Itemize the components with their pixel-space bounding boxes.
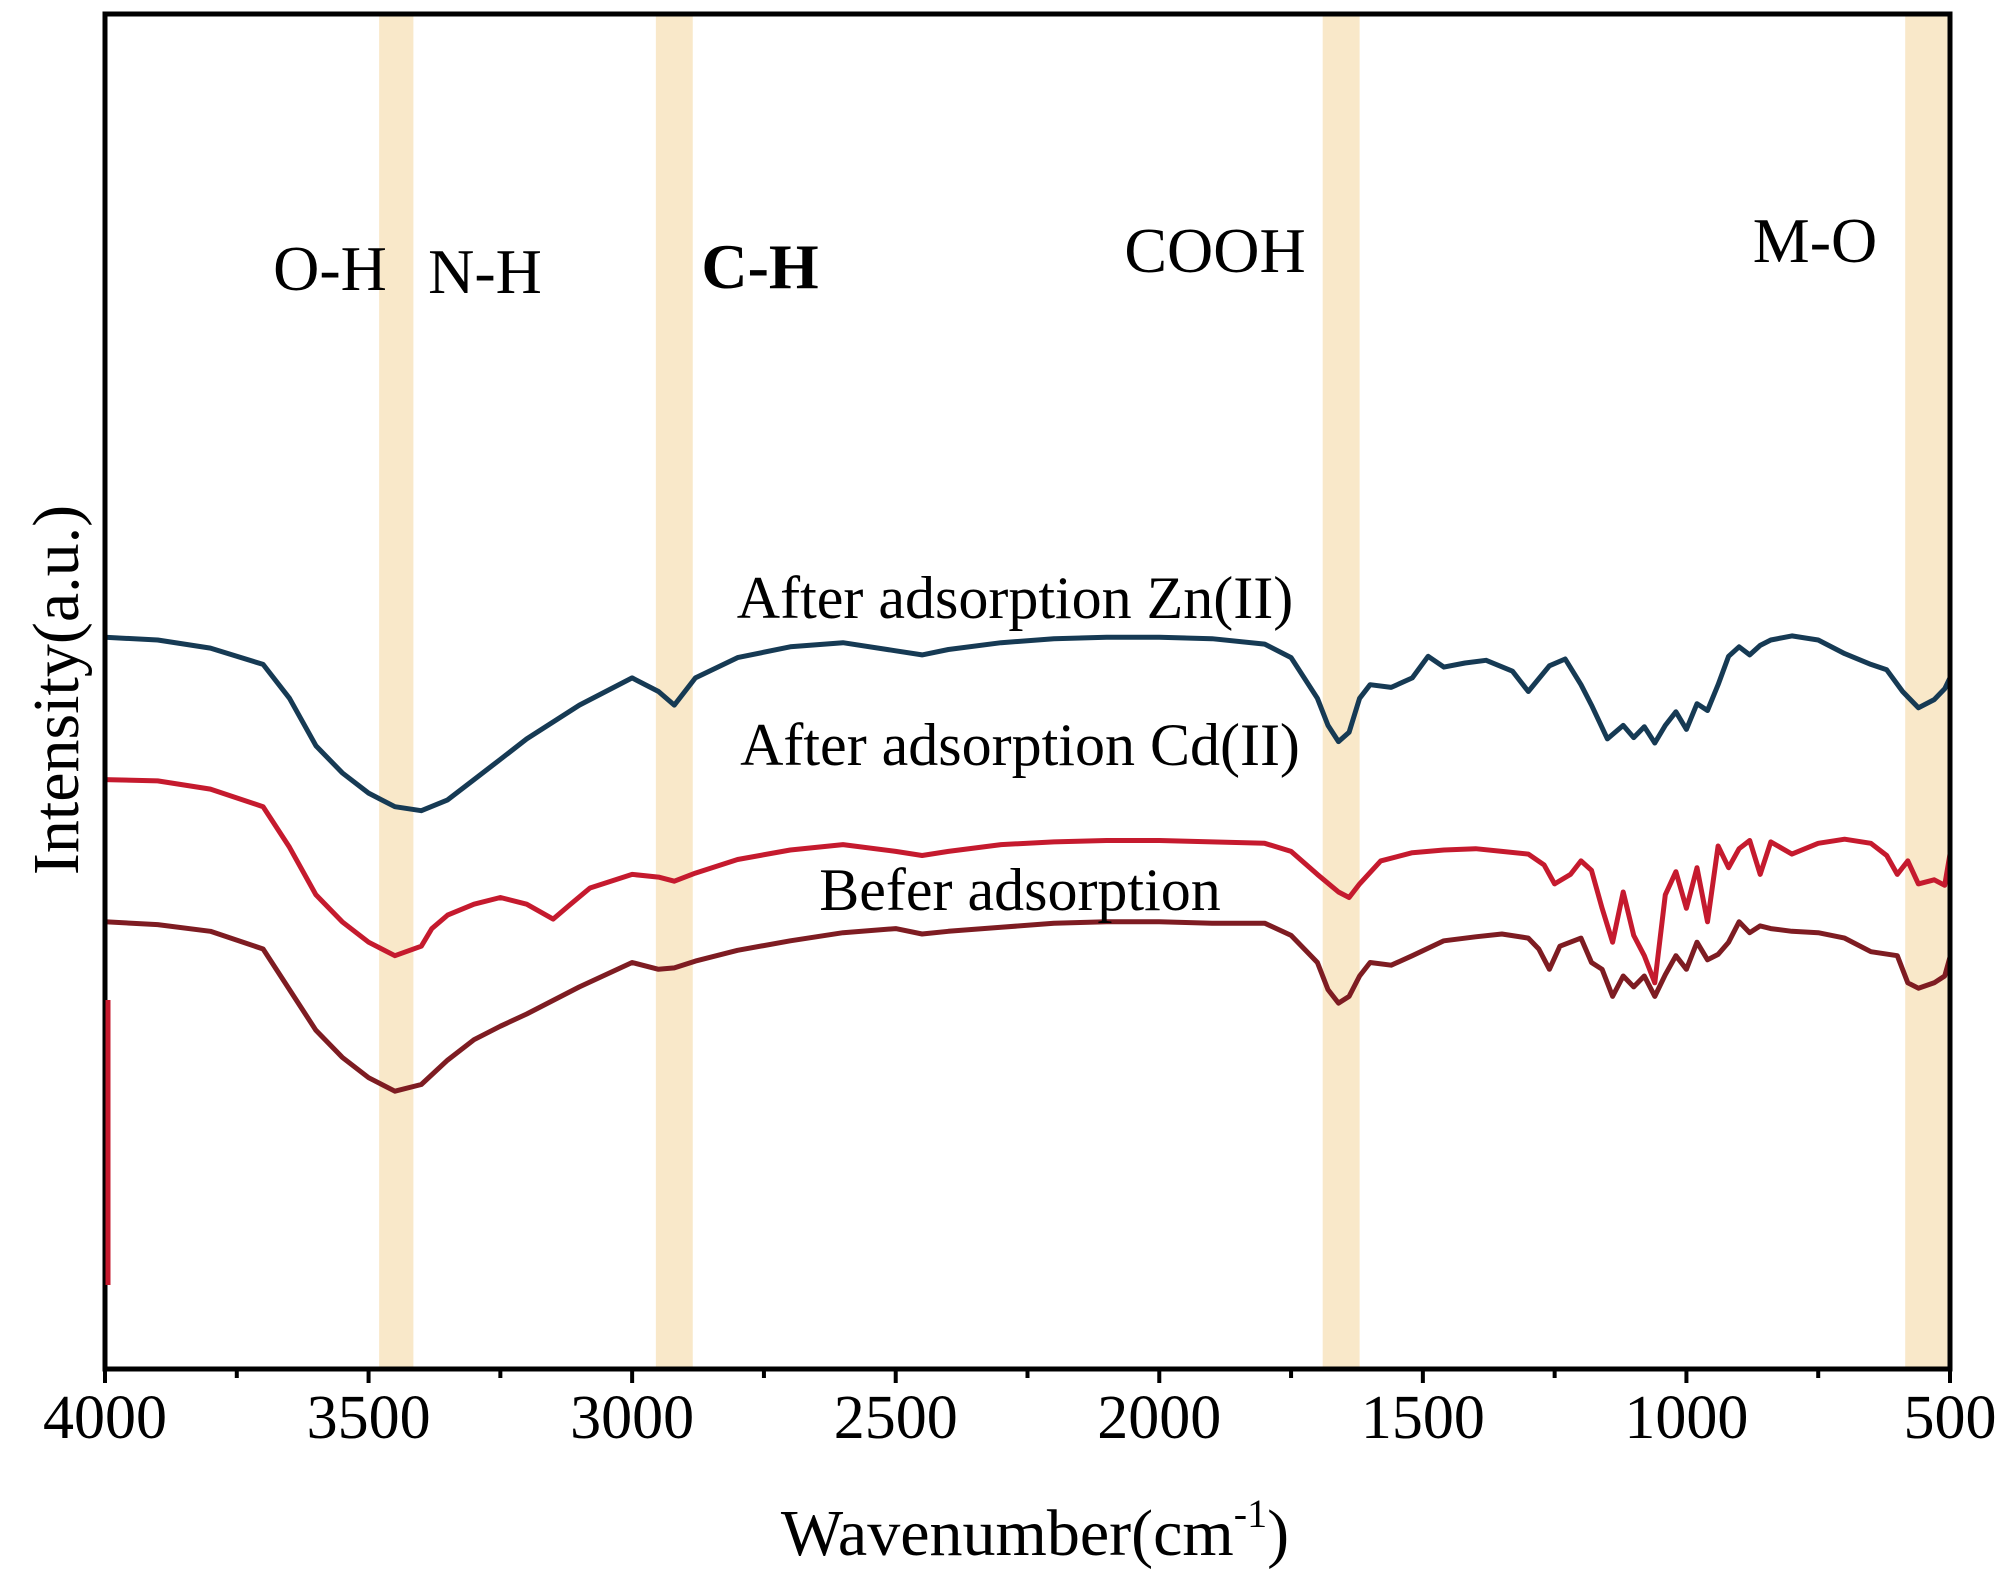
x-tick-label-3500: 3500 <box>307 1384 431 1452</box>
y-axis-title: Intensity(a.u.) <box>20 505 93 875</box>
band-label-n-h: N-H <box>428 236 542 307</box>
series-label-befer-adsorption: Befer adsorption <box>819 857 1221 923</box>
spectrum-traces <box>102 633 1953 1094</box>
series-label-after-adsorption-zn-ii: After adsorption Zn(II) <box>737 565 1293 631</box>
band-o-h <box>379 14 414 1369</box>
x-tick-label-2500: 2500 <box>834 1384 958 1452</box>
series-labels: After adsorption Zn(II) After adsorption … <box>737 565 1300 923</box>
band-label-m-o: M-O <box>1753 205 1877 276</box>
band-label-c-h: C-H <box>701 231 818 302</box>
x-axis-title: Wavenumber(cm-1) <box>781 1491 1289 1570</box>
series-line-befer-adsorption <box>102 919 1953 1094</box>
x-tick-label-3000: 3000 <box>570 1384 694 1452</box>
band-labels: O-H N-H C-H COOH M-O <box>273 205 1877 307</box>
x-tick-label-1000: 1000 <box>1624 1384 1748 1452</box>
x-tick-label-500: 500 <box>1904 1384 1997 1452</box>
series-line-after-adsorption-zn-ii <box>102 633 1953 814</box>
series-line-after-adsorption-cd-ii <box>102 777 1953 986</box>
x-tick-label-4000: 4000 <box>43 1384 167 1452</box>
band-label-o-h: O-H <box>273 233 387 304</box>
x-axis-ticks: 4000 3500 3000 2500 2000 1500 1000 500 <box>43 1369 1997 1452</box>
x-tick-label-2000: 2000 <box>1097 1384 1221 1452</box>
x-tick-label-1500: 1500 <box>1361 1384 1485 1452</box>
band-label-cooh: COOH <box>1124 215 1305 286</box>
series-label-after-adsorption-cd-ii: After adsorption Cd(II) <box>740 712 1300 778</box>
band-cooh <box>1322 14 1360 1369</box>
